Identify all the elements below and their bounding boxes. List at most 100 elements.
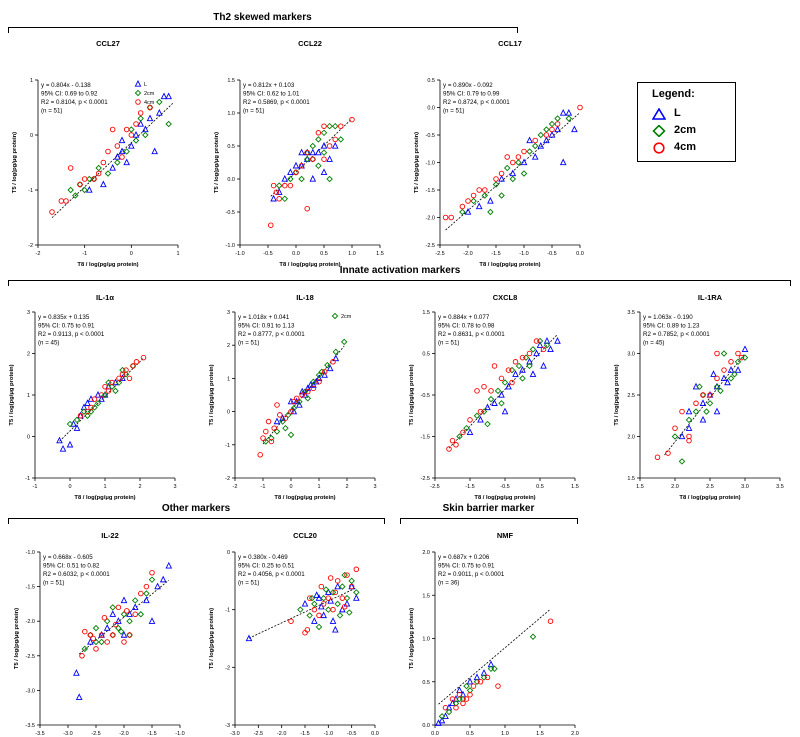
x-tick-label: -2: [36, 251, 41, 257]
group-underline-innate: [8, 280, 790, 281]
data-point: [100, 180, 107, 188]
data-point: [270, 194, 277, 202]
group-title-innate: Innate activation markers: [339, 265, 461, 276]
data-point: [326, 175, 333, 183]
data-point: [325, 606, 332, 613]
data-point: [126, 375, 133, 382]
data-point: [124, 608, 130, 614]
data-point: [720, 374, 728, 382]
regression-stat-line: 95% CI: 0.69 to 0.92: [41, 91, 98, 98]
y-tick-label: -2.5: [426, 243, 435, 249]
data-point: [510, 159, 516, 166]
data-point: [310, 378, 317, 385]
data-point: [120, 631, 128, 638]
data-point: [287, 182, 294, 189]
y-axis-label: T5 / log(pg/μg protein): [12, 132, 18, 193]
data-point: [693, 400, 699, 407]
data-point: [66, 440, 74, 448]
data-point: [713, 407, 721, 415]
data-point: [282, 424, 289, 432]
data-point: [326, 364, 334, 372]
x-tick-label: -2.5: [430, 484, 439, 490]
regression-stat-line: y = 0.835x + 0.135: [38, 314, 90, 321]
y-tick-label: 1.5: [422, 310, 430, 316]
regression-stat-line: 95% CI: 0.75 to 0.91: [438, 563, 495, 570]
data-point: [291, 398, 297, 405]
chart-title: CCL20: [293, 531, 317, 540]
data-point: [449, 437, 456, 444]
data-point: [137, 611, 145, 618]
data-point: [446, 446, 452, 452]
data-point: [672, 425, 678, 431]
data-point: [467, 417, 473, 423]
data-point: [526, 357, 533, 365]
data-point: [126, 610, 133, 617]
y-tick-label: 0: [27, 435, 30, 441]
data-point: [310, 385, 317, 392]
data-point: [115, 379, 123, 386]
data-point: [98, 632, 105, 638]
y-tick-label: 1.0: [422, 637, 430, 643]
x-tick-label: -3.0: [63, 731, 72, 737]
regression-stat-line: y = 0.687x + 0.206: [438, 554, 490, 561]
regression-stat-line: R2 = 0.9011, p < 0.0001: [438, 571, 505, 578]
data-point: [126, 617, 133, 625]
y-tick-label: 1.5: [227, 78, 235, 84]
data-point: [519, 366, 526, 373]
data-point: [549, 126, 555, 133]
data-point: [67, 186, 74, 194]
x-tick-label: -1: [261, 484, 266, 490]
data-point: [464, 207, 472, 215]
data-point: [133, 121, 139, 127]
data-point: [137, 119, 144, 127]
data-point: [498, 174, 505, 182]
data-point: [334, 578, 341, 584]
data-point: [315, 623, 323, 631]
data-point: [487, 395, 495, 403]
data-point: [484, 674, 491, 681]
data-point: [463, 682, 470, 690]
data-point: [109, 379, 115, 386]
data-point: [703, 408, 710, 415]
data-point: [353, 594, 360, 601]
data-point: [459, 203, 466, 210]
data-point: [353, 589, 360, 596]
data-point: [275, 182, 283, 189]
regression-stat-line: (n = 45): [643, 340, 665, 347]
data-point: [119, 154, 125, 160]
x-tick-label: 1.5: [376, 251, 384, 257]
data-point: [501, 407, 509, 415]
data-point: [466, 687, 474, 694]
regression-stat-line: 95% CI: 0.75 to 0.91: [38, 323, 95, 330]
chart-ccl22: CCL22 -1.0 -0.5 0.0 0.5 1.0 1.5 -1.0 -0.5 0.0 0.5 1…: [214, 39, 384, 268]
data-point: [491, 363, 498, 369]
chart-ccl27: CCL27 -2 -1 0 1 -2 -1 0 1 T8 / log(pg/μg protein)…: [12, 39, 180, 268]
data-point: [59, 444, 67, 452]
data-point: [521, 148, 527, 155]
regression-stat-line: (n = 51): [43, 580, 65, 587]
data-point: [320, 141, 328, 149]
y-tick-label: 0.5: [227, 144, 235, 150]
data-point: [533, 338, 540, 344]
data-point: [98, 638, 105, 646]
y-tick-label: 2.0: [627, 435, 635, 441]
data-point: [312, 377, 320, 385]
chart-il18: IL-18 -2 -1 0 1 2 3 -2 -1 0 1 2 3 T8 / log(pg/μg prot…: [209, 293, 377, 501]
regression-stat-line: (n = 36): [438, 580, 460, 587]
data-point: [148, 576, 156, 583]
y-tick-label: -2.0: [426, 216, 435, 222]
y-tick-label: -0.5: [226, 210, 235, 216]
group-underline-skin: [400, 518, 577, 519]
data-point: [512, 359, 519, 365]
triangle-marker-icon: [652, 108, 666, 120]
y-tick-label: -1.5: [426, 188, 435, 194]
y-tick-label: 0.0: [227, 177, 235, 183]
y-tick-label: -1: [225, 608, 230, 614]
data-point: [348, 577, 355, 585]
data-point: [115, 617, 122, 624]
data-point: [540, 361, 547, 369]
data-point: [133, 359, 140, 365]
data-point: [741, 345, 749, 352]
y-tick-label: -1.5: [421, 435, 430, 441]
